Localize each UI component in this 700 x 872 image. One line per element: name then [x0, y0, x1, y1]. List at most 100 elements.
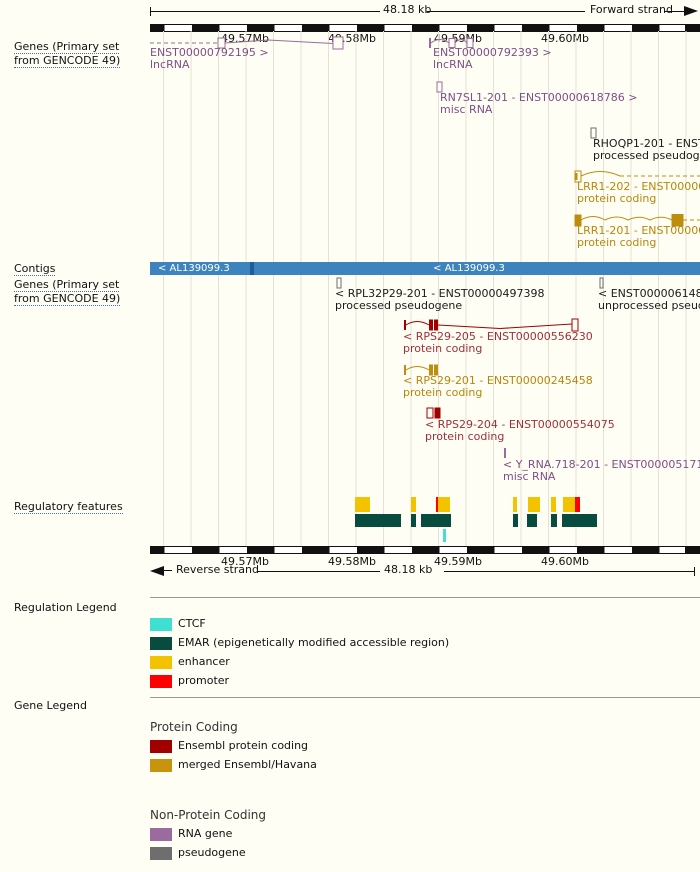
gene-label-rps29-201: < RPS29-201 - ENST00000245458 protein co…	[403, 375, 593, 399]
reverse-strand-label: Reverse strand	[176, 563, 259, 576]
gene-biotype: protein coding	[403, 342, 483, 355]
legend-label-rna-gene: RNA gene	[178, 827, 233, 840]
legend-swatch-merged-ensembl-havana	[150, 759, 172, 772]
ruler-bottom-scale-label: 48.18 kb	[384, 563, 433, 576]
transcript-rpl32p29-201[interactable]	[336, 277, 342, 289]
gene-name: LRR1-201 - ENST00000	[577, 224, 700, 237]
track-label-genes-1[interactable]: Genes (Primary set from GENCODE 49)	[14, 40, 121, 68]
regulatory-enhancer[interactable]	[528, 497, 540, 512]
gene-legend-header-non-protein-coding: Non-Protein Coding	[150, 808, 267, 822]
gene-biotype: misc RNA	[440, 103, 493, 116]
track-label-genes-2-line2: from GENCODE 49)	[14, 292, 121, 306]
regulatory-enhancer[interactable]	[411, 497, 416, 512]
regulation-legend-title: Regulation Legend	[14, 601, 117, 614]
legend-swatch-enhancer	[150, 656, 172, 669]
regulatory-emar[interactable]	[513, 514, 518, 527]
regulation-legend-rule	[150, 597, 700, 598]
gene-biotype: protein coding	[425, 430, 505, 443]
regulatory-emar[interactable]	[411, 514, 416, 527]
track-label-genes-2[interactable]: Genes (Primary set from GENCODE 49)	[14, 278, 121, 306]
transcript-lrr1-202[interactable]	[574, 170, 700, 183]
legend-label-ensembl-protein-coding: Ensembl protein coding	[178, 739, 309, 752]
track-label-regulatory-text: Regulatory features	[14, 500, 123, 514]
regulatory-enhancer[interactable]	[355, 497, 370, 512]
track-label-contigs-text: Contigs	[14, 262, 56, 276]
regulatory-promoter[interactable]	[436, 497, 438, 512]
gene-label-rpl32p29-201: < RPL32P29-201 - ENST00000497398 process…	[335, 288, 545, 312]
legend-swatch-rna-gene	[150, 828, 172, 841]
ruler-top-line-left	[150, 11, 380, 12]
regulatory-enhancer[interactable]	[438, 497, 450, 512]
gene-structures	[150, 36, 700, 458]
gene-name: ENST00000792393 >	[433, 46, 552, 59]
transcript-lrr1-201[interactable]	[574, 214, 700, 227]
regulatory-ctcf[interactable]	[443, 529, 446, 542]
legend-swatch-pseudogene	[150, 847, 172, 860]
gene-legend-title: Gene Legend	[14, 699, 87, 712]
regulatory-enhancer[interactable]	[551, 497, 556, 512]
ruler-bottom-line-left	[258, 571, 380, 572]
forward-strand-arrow-icon	[684, 6, 698, 16]
transcript-rhoqp1-201[interactable]	[590, 127, 597, 139]
contig-bar[interactable]: < AL139099.3 < AL139099.3	[150, 262, 700, 275]
regulatory-promoter[interactable]	[575, 497, 580, 512]
gene-biotype: lncRNA	[150, 58, 190, 71]
transcript-rps29-201[interactable]	[404, 364, 438, 376]
gene-label-rn7sl1-201: RN7SL1-201 - ENST00000618786 > misc RNA	[440, 92, 637, 116]
gene-biotype: misc RNA	[503, 470, 556, 483]
transcript-rps29-205[interactable]	[404, 318, 579, 332]
gene-name: RHOQP1-201 - ENST0	[593, 137, 700, 150]
gene-biotype: protein coding	[577, 192, 657, 205]
transcript-enst00000792195[interactable]	[150, 36, 344, 50]
forward-strand-arrow-tail	[664, 11, 686, 12]
gene-name: ENST00000792195 >	[150, 46, 269, 59]
reverse-strand-arrow-tail	[164, 570, 172, 571]
gene-biotype: unprocessed pseudo	[598, 299, 700, 312]
gene-label-lrr1-201: LRR1-201 - ENST00000 protein coding	[577, 225, 700, 249]
legend-label-ctcf: CTCF	[178, 617, 206, 630]
gene-name: < Y_RNA.718-201 - ENST0000051711	[503, 458, 700, 471]
ruler-top-line-right	[427, 11, 585, 12]
gene-label-enst00000792195: ENST00000792195 > lncRNA	[150, 47, 269, 71]
gene-biotype: lncRNA	[433, 58, 473, 71]
track-label-genes-1-line2: from GENCODE 49)	[14, 54, 121, 68]
regulatory-enhancer[interactable]	[513, 497, 517, 512]
ruler-bottom-right-tick	[694, 567, 695, 576]
gene-biotype: processed pseudogene	[335, 299, 463, 312]
regulatory-enhancer[interactable]	[563, 497, 575, 512]
regulatory-emar[interactable]	[421, 514, 451, 527]
regulatory-emar[interactable]	[355, 514, 401, 527]
gene-biotype: protein coding	[403, 386, 483, 399]
tick-bottom-49-57: 49.57Mb	[221, 555, 269, 568]
transcript-enst000006148[interactable]	[599, 277, 604, 289]
transcript-enst00000792393[interactable]	[429, 38, 474, 48]
legend-swatch-ensembl-protein-coding	[150, 740, 172, 753]
legend-swatch-promoter	[150, 675, 172, 688]
track-label-regulatory[interactable]: Regulatory features	[14, 500, 123, 514]
legend-swatch-emar	[150, 637, 172, 650]
gene-label-rps29-204: < RPS29-204 - ENST00000554075 protein co…	[425, 419, 615, 443]
legend-label-promoter: promoter	[178, 674, 230, 687]
track-label-contigs[interactable]: Contigs	[14, 262, 56, 276]
legend-label-enhancer: enhancer	[178, 655, 230, 668]
gene-name: LRR1-202 - ENST00000	[577, 180, 700, 193]
tick-bottom-49-58: 49.58Mb	[328, 555, 376, 568]
scale-bar-bottom	[150, 546, 700, 554]
contig-label-2: < AL139099.3	[433, 263, 505, 274]
regulatory-emar[interactable]	[551, 514, 557, 527]
contig-label-1: < AL139099.3	[158, 263, 230, 274]
ruler-bottom-line-right	[444, 571, 694, 572]
gene-name: < RPS29-201 - ENST00000245458	[403, 374, 593, 387]
gene-biotype: protein coding	[577, 236, 657, 249]
gene-name: < RPL32P29-201 - ENST00000497398	[335, 287, 545, 300]
gene-name: < RPS29-205 - ENST00000556230	[403, 330, 593, 343]
transcript-rps29-204[interactable]	[426, 407, 441, 419]
gene-label-lrr1-202: LRR1-202 - ENST00000 protein coding	[577, 181, 700, 205]
regulatory-emar[interactable]	[562, 514, 597, 527]
legend-label-pseudogene: pseudogene	[178, 846, 246, 859]
ruler-top-scale-label: 48.18 kb	[383, 3, 432, 16]
regulatory-emar[interactable]	[527, 514, 537, 527]
gene-label-rhoqp1-201: RHOQP1-201 - ENST0 processed pseudoge	[593, 138, 700, 162]
transcript-rn7sl1-201[interactable]	[436, 81, 443, 93]
